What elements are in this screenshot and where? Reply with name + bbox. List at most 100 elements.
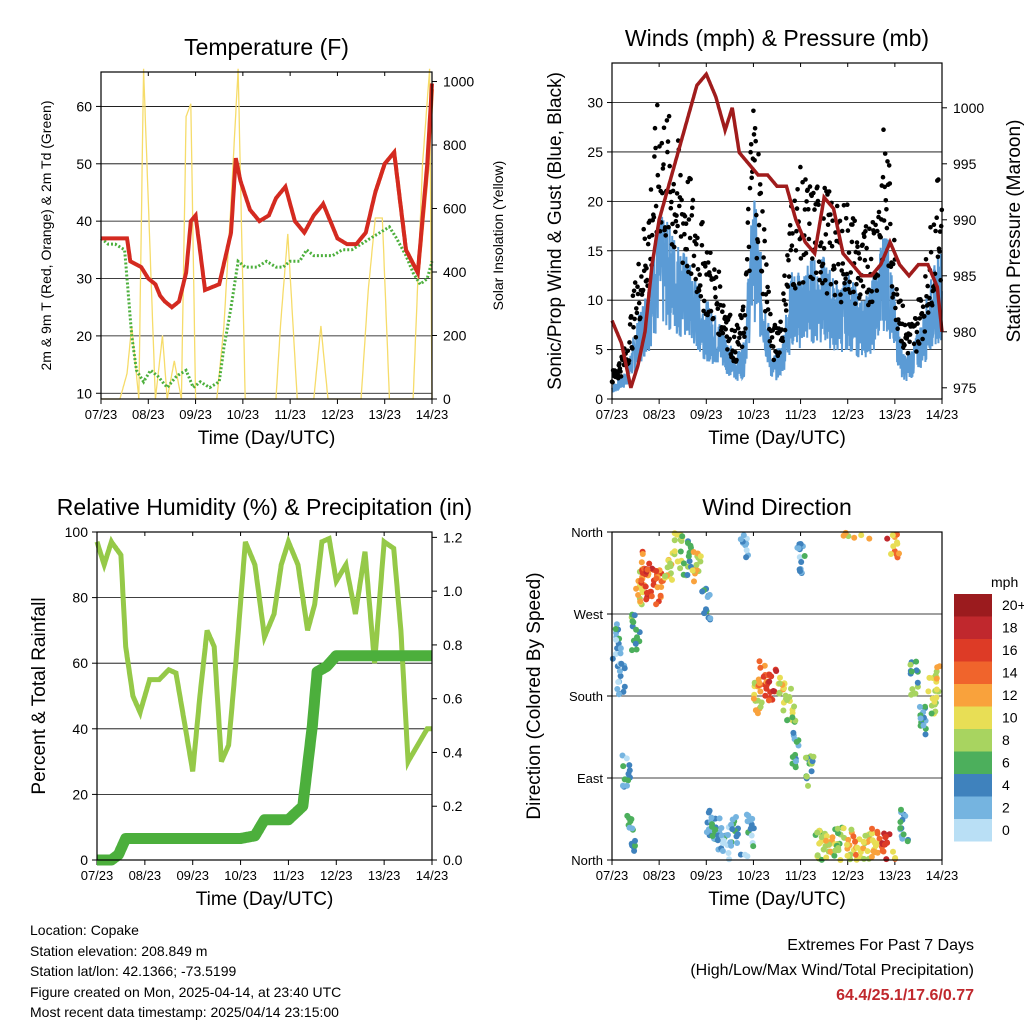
rh-y2tick-label: 0.2	[443, 798, 463, 814]
gust-point	[785, 253, 790, 258]
temp-ylabel-left: 2m & 9m T (Red, Orange) & 2m Td (Green)	[38, 101, 54, 371]
gust-point	[743, 326, 748, 331]
wind-ylabel-left: Sonic/Prop Wind & Gust (Blue, Black)	[545, 72, 566, 390]
rh-y2tick-label: 0.8	[443, 637, 463, 653]
direction-point	[679, 533, 686, 540]
gust-point	[834, 203, 840, 209]
direction-point	[765, 697, 772, 704]
dir-xtick-label: 13/23	[879, 868, 912, 883]
direction-point	[842, 529, 849, 536]
direction-point	[844, 852, 851, 859]
gust-point	[686, 217, 692, 222]
gust-point	[845, 228, 851, 233]
dir-xtick-label: 12/23	[831, 868, 864, 883]
gust-point	[727, 336, 732, 342]
direction-point	[740, 532, 747, 539]
gust-point	[725, 347, 730, 352]
gust-point	[927, 295, 932, 301]
gust-point	[695, 267, 701, 272]
legend-label: 6	[1002, 755, 1010, 771]
gust-point	[824, 291, 830, 296]
gust-point	[923, 274, 928, 279]
gust-point	[936, 177, 941, 182]
direction-point	[632, 837, 638, 844]
gust-point	[712, 286, 718, 291]
gust-point	[753, 138, 758, 144]
direction-point	[816, 840, 823, 847]
wind-xtick-label: 07/23	[596, 407, 629, 422]
direction-point	[888, 551, 894, 557]
legend-label: 18	[1002, 620, 1018, 636]
gust-point	[842, 287, 848, 292]
wind-y2tick-label: 990	[953, 212, 977, 228]
gust-point	[666, 113, 672, 119]
gust-point	[889, 284, 895, 289]
gust-point	[823, 232, 829, 237]
gust-point	[868, 256, 874, 262]
gust-point	[800, 179, 805, 185]
gust-point	[640, 287, 646, 293]
rh-ytick-label: 60	[72, 655, 88, 671]
direction-point	[766, 671, 773, 678]
gust-point	[915, 321, 920, 326]
gust-point	[618, 374, 624, 379]
gust-point	[862, 234, 867, 240]
legend-label: 16	[1002, 642, 1018, 658]
gust-point	[833, 280, 839, 285]
direction-point	[757, 703, 764, 710]
direction-point	[917, 715, 924, 722]
gust-point	[828, 212, 833, 217]
legend-swatch	[954, 594, 992, 617]
gust-point	[693, 276, 698, 282]
gust-point	[687, 235, 693, 241]
direction-point	[835, 845, 842, 851]
direction-point	[777, 674, 783, 681]
gust-point	[670, 221, 675, 227]
gust-point	[894, 292, 900, 297]
wind-ytick-label: 25	[587, 144, 603, 160]
gust-point	[938, 223, 944, 229]
gust-point	[797, 281, 802, 286]
gust-point	[745, 220, 751, 225]
direction-point	[648, 593, 655, 600]
direction-point	[882, 834, 889, 841]
gust-point	[688, 176, 693, 182]
direction-point	[612, 626, 619, 632]
gust-point	[684, 247, 689, 252]
direction-point	[883, 856, 890, 863]
gust-point	[913, 316, 919, 322]
temp-ylabel-right: Solar Insolation (Yellow)	[490, 161, 506, 311]
direction-point	[789, 710, 796, 716]
direction-point	[750, 843, 757, 850]
direction-point	[697, 553, 704, 560]
direction-point	[618, 660, 625, 667]
legend-label: 2	[1002, 800, 1010, 816]
gust-point	[846, 250, 852, 255]
direction-point	[766, 678, 773, 685]
speed-colorbar-legend: mph 20+ 18 16 14 12 10 8 6 4 2 0	[954, 574, 1024, 842]
rh-frame	[96, 531, 433, 861]
gust-point	[802, 207, 808, 212]
wind-ytick-label: 20	[587, 193, 603, 209]
gust-point	[678, 172, 683, 178]
gust-point	[917, 316, 922, 321]
rh-ytick-label: 20	[72, 786, 88, 802]
gust-point	[841, 203, 847, 208]
gust-point	[765, 284, 770, 290]
direction-point	[747, 825, 754, 832]
direction-point	[653, 568, 660, 574]
gust-point	[747, 185, 753, 191]
gust-point	[641, 226, 646, 232]
direction-point	[752, 707, 759, 714]
pressure-line	[610, 70, 944, 389]
gust-point	[694, 241, 699, 247]
gust-point	[820, 261, 826, 267]
wind-y2tick-label: 980	[953, 324, 977, 340]
gust-point	[683, 221, 689, 226]
gust-point	[756, 222, 762, 228]
direction-point	[922, 703, 928, 710]
direction-point	[790, 729, 797, 736]
direction-point	[748, 832, 755, 839]
gust-point	[671, 244, 677, 250]
gust-point	[758, 190, 764, 196]
